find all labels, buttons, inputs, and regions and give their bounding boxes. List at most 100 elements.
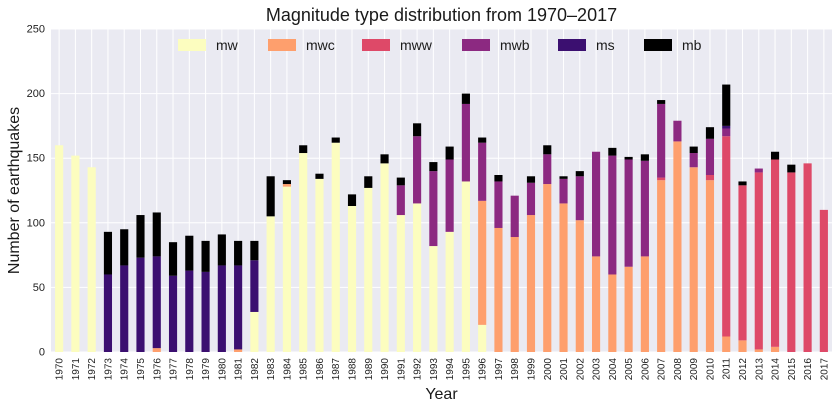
bar-mwc-2004	[608, 274, 617, 352]
x-tick-label: 1982	[250, 358, 261, 381]
legend-swatch-mww	[362, 39, 390, 51]
bar-mwb-1991	[396, 185, 405, 216]
x-tick-label: 2008	[673, 358, 684, 381]
bar-ms-1973	[103, 274, 113, 352]
bar-mwb-2003	[592, 151, 601, 257]
y-tick-label: 0	[39, 347, 45, 359]
x-tick-label: 1994	[445, 358, 456, 381]
x-tick-label: 2004	[608, 358, 619, 381]
x-tick-label: 1972	[87, 358, 98, 381]
bar-mwc-1996	[478, 200, 487, 325]
x-tick-label: 1991	[396, 358, 407, 381]
x-tick-label: 1996	[478, 358, 489, 381]
x-tick-label: 2005	[624, 358, 635, 381]
x-tick-label: 1979	[201, 358, 212, 381]
bar-mw-1983	[266, 216, 275, 352]
x-tick-label: 1978	[185, 358, 196, 381]
legend-swatch-ms	[558, 39, 586, 51]
bar-mwc-1999	[526, 215, 536, 352]
x-tick-label: 1973	[103, 358, 114, 381]
bar-mww-2013	[754, 172, 763, 350]
bar-mb-2001	[559, 176, 568, 179]
x-axis-ticks: 1970 1971 1972 1973 1974 1975 1976 1977 1978 1979…	[55, 358, 831, 381]
legend-label-mwc: mwc	[306, 37, 335, 53]
x-tick-label: 1970	[55, 358, 66, 381]
x-tick-label: 2009	[689, 358, 700, 381]
bar-mwb-2010	[705, 138, 715, 175]
bar-mb-2002	[575, 171, 584, 177]
x-tick-label: 1974	[120, 358, 131, 381]
bar-mb-1993	[429, 162, 438, 172]
y-tick-label: 200	[27, 88, 45, 100]
bar-mb-1979	[201, 240, 210, 272]
bar-mw-1992	[413, 203, 422, 352]
bar-mb-1978	[185, 235, 194, 271]
bar-mw-1982	[250, 311, 259, 352]
x-tick-label: 2003	[592, 358, 603, 381]
bar-mw-1996	[478, 324, 487, 352]
bar-mwb-2006	[640, 160, 649, 257]
bar-mb-1991	[396, 177, 405, 186]
bar-mw-1987	[331, 142, 340, 352]
bar-mw-1989	[364, 187, 373, 352]
bar-mwb-2007	[657, 103, 666, 178]
bar-mw-1991	[396, 215, 405, 352]
y-tick-label: 250	[27, 24, 45, 36]
bar-mb-1984	[282, 180, 291, 185]
legend-swatch-mwc	[268, 39, 296, 51]
bar-mwb-2008	[673, 120, 682, 142]
bar-mw-1993	[429, 246, 438, 352]
x-tick-label: 1980	[217, 358, 228, 381]
bar-mwb-1993	[429, 171, 438, 247]
bar-mb-1995	[461, 93, 470, 104]
bar-mb-2014	[770, 151, 780, 160]
legend-swatch-mb	[644, 39, 672, 51]
bar-mwc-2008	[673, 141, 682, 352]
x-tick-label: 1971	[71, 358, 82, 381]
bar-mwb-2001	[559, 178, 568, 204]
bar-mwb-2004	[608, 155, 617, 275]
bar-ms-1976	[152, 256, 161, 349]
bar-mwb-2000	[543, 154, 552, 185]
bar-mwb-1998	[510, 195, 519, 238]
bar-mb-1996	[478, 137, 487, 143]
x-tick-label: 1992	[413, 358, 424, 381]
legend-swatch-mwb	[462, 39, 490, 51]
bar-mwb-1994	[445, 159, 454, 232]
x-tick-label: 1993	[429, 358, 440, 381]
bar-mb-2011	[722, 84, 731, 126]
bar-mwc-2000	[543, 184, 552, 352]
bar-mww-2017	[819, 209, 828, 352]
bar-mb-1997	[494, 174, 503, 182]
bar-mb-2009	[689, 146, 698, 154]
bar-mwb-2013	[754, 168, 763, 173]
bars	[55, 84, 828, 352]
bar-mw-1990	[380, 163, 389, 352]
bar-mwb-1997	[494, 181, 503, 228]
legend-label-ms: ms	[596, 37, 615, 53]
x-tick-label: 1976	[152, 358, 163, 381]
bar-mw-1986	[315, 178, 324, 352]
bar-mwb-1995	[461, 103, 470, 182]
bar-mww-2016	[803, 163, 812, 352]
bar-mwc-1984	[282, 184, 291, 187]
bar-ms-1981	[234, 265, 243, 350]
bar-mwc-1976	[152, 348, 161, 352]
bar-mb-2005	[624, 156, 633, 160]
bar-mww-2015	[787, 172, 796, 352]
y-tick-label: 50	[33, 282, 45, 294]
x-tick-label: 2011	[722, 358, 733, 380]
bar-mw-1988	[347, 206, 357, 352]
bar-ms-1978	[185, 270, 194, 352]
x-tick-label: 2006	[640, 358, 651, 381]
bar-mwc-2014	[770, 346, 780, 352]
bar-mb-2012	[738, 181, 747, 186]
bar-ms-1982	[250, 260, 259, 312]
x-tick-label: 1988	[348, 358, 359, 381]
bar-mww-2010	[705, 174, 715, 181]
x-tick-label: 1981	[234, 358, 245, 381]
legend-label-mwb: mwb	[500, 37, 530, 53]
x-tick-label: 2001	[559, 358, 570, 381]
y-axis-ticks: 0 50 100 150 200 250	[27, 24, 45, 359]
bar-mw-1970	[55, 145, 64, 352]
